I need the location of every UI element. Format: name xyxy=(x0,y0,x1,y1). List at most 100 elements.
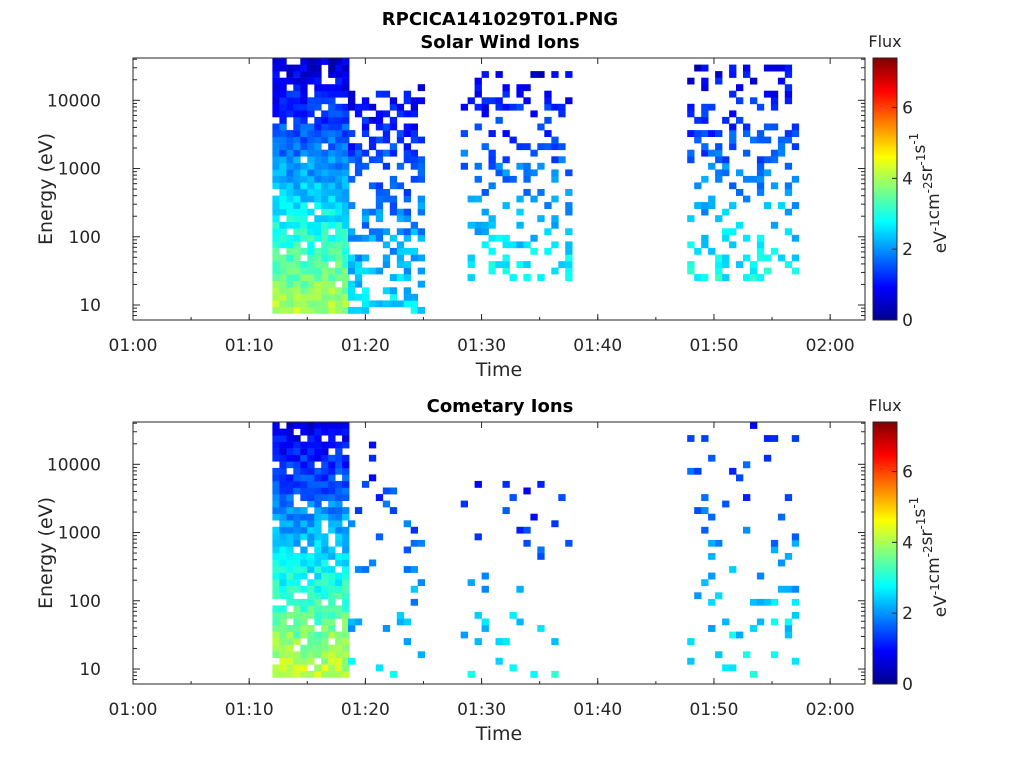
heatmap-cell xyxy=(763,254,772,262)
heatmap-cell xyxy=(770,149,779,157)
x-tick-label: 01:30 xyxy=(457,336,506,356)
heatmap-cell xyxy=(389,116,398,124)
heatmap-cell xyxy=(354,169,363,177)
heatmap-cell xyxy=(474,175,482,183)
heatmap-cell xyxy=(417,228,425,236)
heatmap-cell xyxy=(736,169,744,177)
heatmap-cell xyxy=(516,84,524,92)
heatmap-cell xyxy=(279,189,287,196)
colorbar-gradient xyxy=(872,421,898,685)
heatmap-cell xyxy=(321,422,329,429)
heatmap-cell xyxy=(300,293,308,301)
heatmap-cell xyxy=(694,202,702,209)
heatmap-cell xyxy=(279,123,287,131)
heatmap-cell xyxy=(403,110,411,118)
heatmap-cell xyxy=(784,136,793,144)
heatmap-cell xyxy=(286,71,294,78)
heatmap-cell xyxy=(335,585,343,593)
heatmap-cell xyxy=(715,149,723,157)
heatmap-cell xyxy=(286,64,294,72)
heatmap-cell xyxy=(784,130,793,137)
heatmap-cell xyxy=(770,618,779,626)
heatmap-cell xyxy=(279,274,287,281)
heatmap-cell xyxy=(293,467,301,475)
heatmap-cell xyxy=(300,467,308,475)
heatmap-cell xyxy=(791,254,800,262)
colorbar-gradient xyxy=(872,57,898,321)
heatmap-cell xyxy=(321,664,329,672)
heatmap-cell xyxy=(722,228,730,236)
heatmap-cell xyxy=(279,195,287,203)
heatmap-cell xyxy=(784,162,793,170)
heatmap-cell xyxy=(368,208,377,216)
heatmap-cell xyxy=(488,267,496,275)
heatmap-cell xyxy=(335,513,343,521)
heatmap-cell xyxy=(743,175,751,183)
heatmap-cell xyxy=(509,136,517,144)
heatmap-cell xyxy=(307,228,315,236)
colorbar-tick-label: 0 xyxy=(902,311,913,331)
heatmap-cell xyxy=(729,136,737,144)
heatmap-cell xyxy=(321,287,329,295)
heatmap-cell xyxy=(354,143,363,151)
heatmap-cell xyxy=(687,103,695,111)
heatmap-cell xyxy=(382,261,391,268)
heatmap-cell xyxy=(382,130,391,137)
heatmap-cell xyxy=(314,559,322,567)
heatmap-cell xyxy=(272,664,280,672)
heatmap-cell xyxy=(375,533,384,541)
heatmap-cell xyxy=(701,116,709,124)
heatmap-cell xyxy=(530,71,538,78)
heatmap-cell xyxy=(791,612,800,619)
heatmap-cell xyxy=(687,77,695,85)
heatmap-cell xyxy=(537,123,545,131)
heatmap-cell xyxy=(715,539,723,547)
heatmap-cell xyxy=(342,598,350,606)
heatmap-cell xyxy=(410,130,418,137)
heatmap-cell xyxy=(763,435,772,442)
heatmap-cell xyxy=(328,500,336,508)
heatmap-cell xyxy=(328,461,336,469)
heatmap-cell xyxy=(321,97,329,105)
heatmap-cell xyxy=(403,97,411,105)
heatmap-cell xyxy=(750,97,758,105)
heatmap-cell xyxy=(777,149,786,157)
heatmap-cell xyxy=(328,644,336,652)
heatmap-cell xyxy=(701,202,709,209)
colorbar-unit-label: eV-1cm-2sr-1s-1 xyxy=(907,133,951,254)
heatmap-cell xyxy=(736,116,744,124)
heatmap-cell xyxy=(321,202,329,209)
heatmap-cell xyxy=(348,657,356,665)
heatmap-cell xyxy=(314,441,322,449)
heatmap-cell xyxy=(272,228,280,236)
y-tick-label: 1000 xyxy=(58,524,101,544)
heatmap-cell xyxy=(368,143,377,151)
heatmap-cell xyxy=(361,221,370,229)
heatmap-cell xyxy=(286,500,294,508)
heatmap-cell xyxy=(335,189,343,196)
heatmap-cell xyxy=(389,149,398,157)
heatmap-cell xyxy=(467,195,475,203)
heatmap-cell xyxy=(763,136,772,144)
heatmap-cell xyxy=(687,130,695,137)
heatmap-cell xyxy=(307,182,315,190)
heatmap-cell xyxy=(328,247,336,255)
heatmap-cell xyxy=(551,175,559,183)
heatmap-cell xyxy=(307,625,315,632)
colorbar-solar-wind: Flux 0 2 4 6 eV-1cm-2sr-1s-1 xyxy=(868,32,951,331)
heatmap-cell xyxy=(488,261,496,268)
heatmap-cell xyxy=(368,136,377,144)
heatmap-cell xyxy=(354,110,363,118)
heatmap-cell xyxy=(389,195,398,203)
heatmap-cell xyxy=(321,513,329,521)
heatmap-cell xyxy=(481,97,489,105)
heatmap-cell xyxy=(722,254,730,262)
heatmap-cell xyxy=(361,215,370,223)
heatmap-cell xyxy=(307,500,315,508)
heatmap-cell xyxy=(314,553,322,560)
heatmap-cell xyxy=(272,130,280,137)
heatmap-cell xyxy=(272,156,280,164)
heatmap-cell xyxy=(328,598,336,606)
heatmap-cell xyxy=(335,300,343,308)
heatmap-cell xyxy=(335,84,343,92)
